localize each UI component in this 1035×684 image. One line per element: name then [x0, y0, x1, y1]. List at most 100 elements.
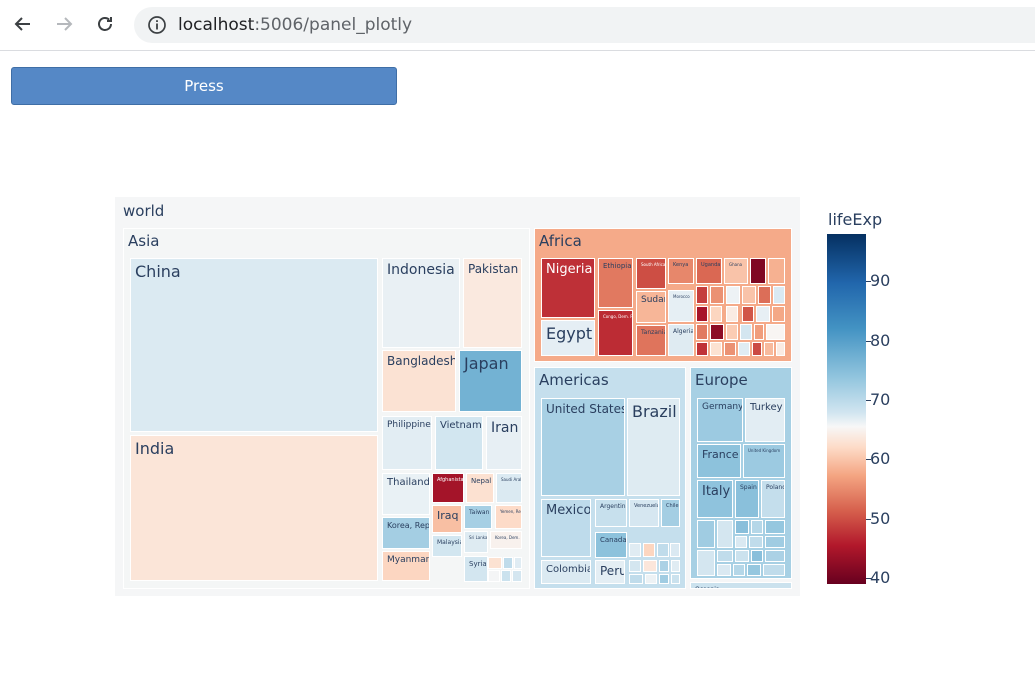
treemap-country-saudi-arabia[interactable]: Saudi Arabia [496, 473, 522, 503]
treemap-country-sudan[interactable]: Sudan [636, 291, 666, 323]
forward-button[interactable] [49, 9, 79, 39]
treemap-country-tile[interactable] [696, 286, 708, 304]
treemap-country-yemen-rep[interactable]: Yemen, Rep. [495, 505, 522, 529]
treemap-country-colombia[interactable]: Colombia [541, 560, 591, 584]
treemap-country-tile[interactable] [671, 574, 680, 584]
treemap-country-tile[interactable] [657, 543, 669, 557]
treemap-country-italy[interactable]: Italy [697, 480, 733, 518]
treemap-country-egypt[interactable]: Egypt [541, 320, 595, 356]
treemap-country-france[interactable]: France [697, 444, 741, 478]
treemap-country-syria[interactable]: Syria [464, 556, 488, 582]
treemap-country-tile[interactable] [733, 564, 745, 576]
treemap-country-nigeria[interactable]: Nigeria [541, 258, 595, 318]
treemap-country-canada[interactable]: Canada [595, 532, 627, 558]
treemap-country-tile[interactable] [765, 550, 785, 562]
treemap-country-tile[interactable] [488, 570, 500, 582]
treemap-country-korea-rep[interactable]: Korea, Rep. [382, 517, 430, 549]
treemap-country-korea-dem-rep[interactable]: Korea, Dem. Rep. [490, 531, 522, 549]
treemap-country-tile[interactable] [756, 306, 770, 322]
treemap-country-tile[interactable] [773, 286, 785, 304]
treemap-country-peru[interactable]: Peru [595, 560, 625, 584]
back-button[interactable] [8, 9, 38, 39]
treemap-country-tile[interactable] [671, 560, 680, 572]
treemap-country-japan[interactable]: Japan [459, 350, 522, 412]
treemap-country-tile[interactable] [766, 324, 785, 340]
treemap-country-united-kingdom[interactable]: United Kingdom [743, 444, 785, 478]
treemap-country-tile[interactable] [503, 557, 513, 569]
address-bar[interactable]: localhost:5006/panel_plotly [134, 7, 1035, 43]
treemap-country-tile[interactable] [659, 574, 669, 584]
treemap-country-tile[interactable] [697, 550, 715, 576]
treemap-country-tile[interactable] [740, 324, 752, 340]
treemap-country-morocco[interactable]: Morocco [668, 290, 694, 322]
treemap-country-iran[interactable]: Iran [486, 416, 522, 470]
treemap-country-tile[interactable] [726, 286, 740, 304]
treemap-country-uganda[interactable]: Uganda [696, 258, 722, 284]
treemap-country-united-states[interactable]: United States [541, 398, 625, 496]
treemap-country-taiwan[interactable]: Taiwan [464, 505, 492, 529]
treemap-country-tile[interactable] [710, 286, 724, 304]
treemap-country-philippines[interactable]: Philippines [382, 416, 432, 470]
treemap-country-tile[interactable] [710, 342, 722, 356]
treemap-country-tile[interactable] [514, 557, 522, 569]
treemap-country-tile[interactable] [696, 324, 708, 340]
treemap-country-tile[interactable] [643, 560, 657, 572]
treemap-country-tile[interactable] [742, 286, 756, 304]
treemap-country-tile[interactable] [749, 536, 763, 548]
treemap-country-tile[interactable] [629, 574, 643, 584]
treemap-country-argentina[interactable]: Argentina [595, 499, 627, 527]
treemap-country-ethiopia[interactable]: Ethiopia [598, 258, 633, 308]
treemap-country-nepal[interactable]: Nepal [466, 473, 494, 503]
treemap-country-malaysia[interactable]: Malaysia [432, 535, 462, 557]
treemap-country-tile[interactable] [764, 342, 774, 356]
treemap-country-china[interactable]: China [130, 258, 378, 432]
treemap-country-thailand[interactable]: Thailand [382, 473, 430, 515]
treemap-country-tile[interactable] [726, 306, 738, 322]
treemap-country-ghana[interactable]: Ghana [724, 258, 748, 284]
treemap-country-tile[interactable] [754, 324, 764, 340]
treemap-country-tile[interactable] [765, 520, 785, 534]
treemap-country-tile[interactable] [488, 557, 502, 569]
treemap-country-tile[interactable] [717, 520, 733, 548]
treemap-country-tile[interactable] [768, 258, 785, 284]
treemap-country-tile[interactable] [643, 543, 655, 557]
treemap-country-tile[interactable] [752, 342, 762, 356]
treemap-country-pakistan[interactable]: Pakistan [463, 258, 522, 348]
treemap-country-tile[interactable] [629, 560, 641, 572]
treemap-country-tile[interactable] [735, 550, 749, 562]
treemap-country-venezuela[interactable]: Venezuela [629, 499, 659, 527]
treemap-country-chile[interactable]: Chile [661, 499, 680, 527]
treemap-country-iraq[interactable]: Iraq [432, 505, 462, 533]
press-button[interactable]: Press [11, 67, 397, 105]
treemap-country-sri-lanka[interactable]: Sri Lanka [464, 531, 488, 553]
treemap-country-tile[interactable] [724, 342, 736, 356]
treemap-country-tile[interactable] [717, 564, 731, 576]
treemap-country-congo-dem-rep[interactable]: Congo, Dem. Rep. [598, 310, 633, 356]
treemap-country-tanzania[interactable]: Tanzania [636, 325, 666, 356]
treemap-country-tile[interactable] [710, 306, 722, 322]
treemap-country-tile[interactable] [710, 324, 724, 340]
treemap-country-brazil[interactable]: Brazil [627, 398, 680, 496]
treemap-country-tile[interactable] [629, 543, 641, 557]
treemap-country-tile[interactable] [758, 286, 771, 304]
treemap-country-tile[interactable] [735, 536, 747, 548]
treemap-country-tile[interactable] [751, 520, 763, 534]
treemap-country-tile[interactable] [697, 520, 715, 548]
treemap-country-tile[interactable] [747, 564, 761, 576]
treemap-country-tile[interactable] [696, 342, 708, 356]
treemap-country-tile[interactable] [696, 306, 708, 322]
treemap-country-tile[interactable] [670, 543, 680, 557]
treemap-country-myanmar[interactable]: Myanmar [382, 551, 430, 581]
treemap-country-tile[interactable] [738, 342, 750, 356]
treemap-country-tile[interactable] [763, 564, 785, 576]
reload-button[interactable] [90, 9, 120, 39]
treemap-country-bangladesh[interactable]: Bangladesh [382, 350, 456, 412]
treemap-country-tile[interactable] [645, 574, 657, 584]
treemap-country-algeria[interactable]: Algeria [668, 324, 694, 356]
treemap-country-germany[interactable]: Germany [697, 398, 743, 442]
treemap-country-turkey[interactable]: Turkey [745, 398, 785, 442]
treemap-country-spain[interactable]: Spain [735, 480, 759, 518]
treemap-country-tile[interactable] [735, 520, 749, 534]
info-icon[interactable] [147, 15, 167, 35]
treemap-country-tile[interactable] [765, 536, 785, 548]
